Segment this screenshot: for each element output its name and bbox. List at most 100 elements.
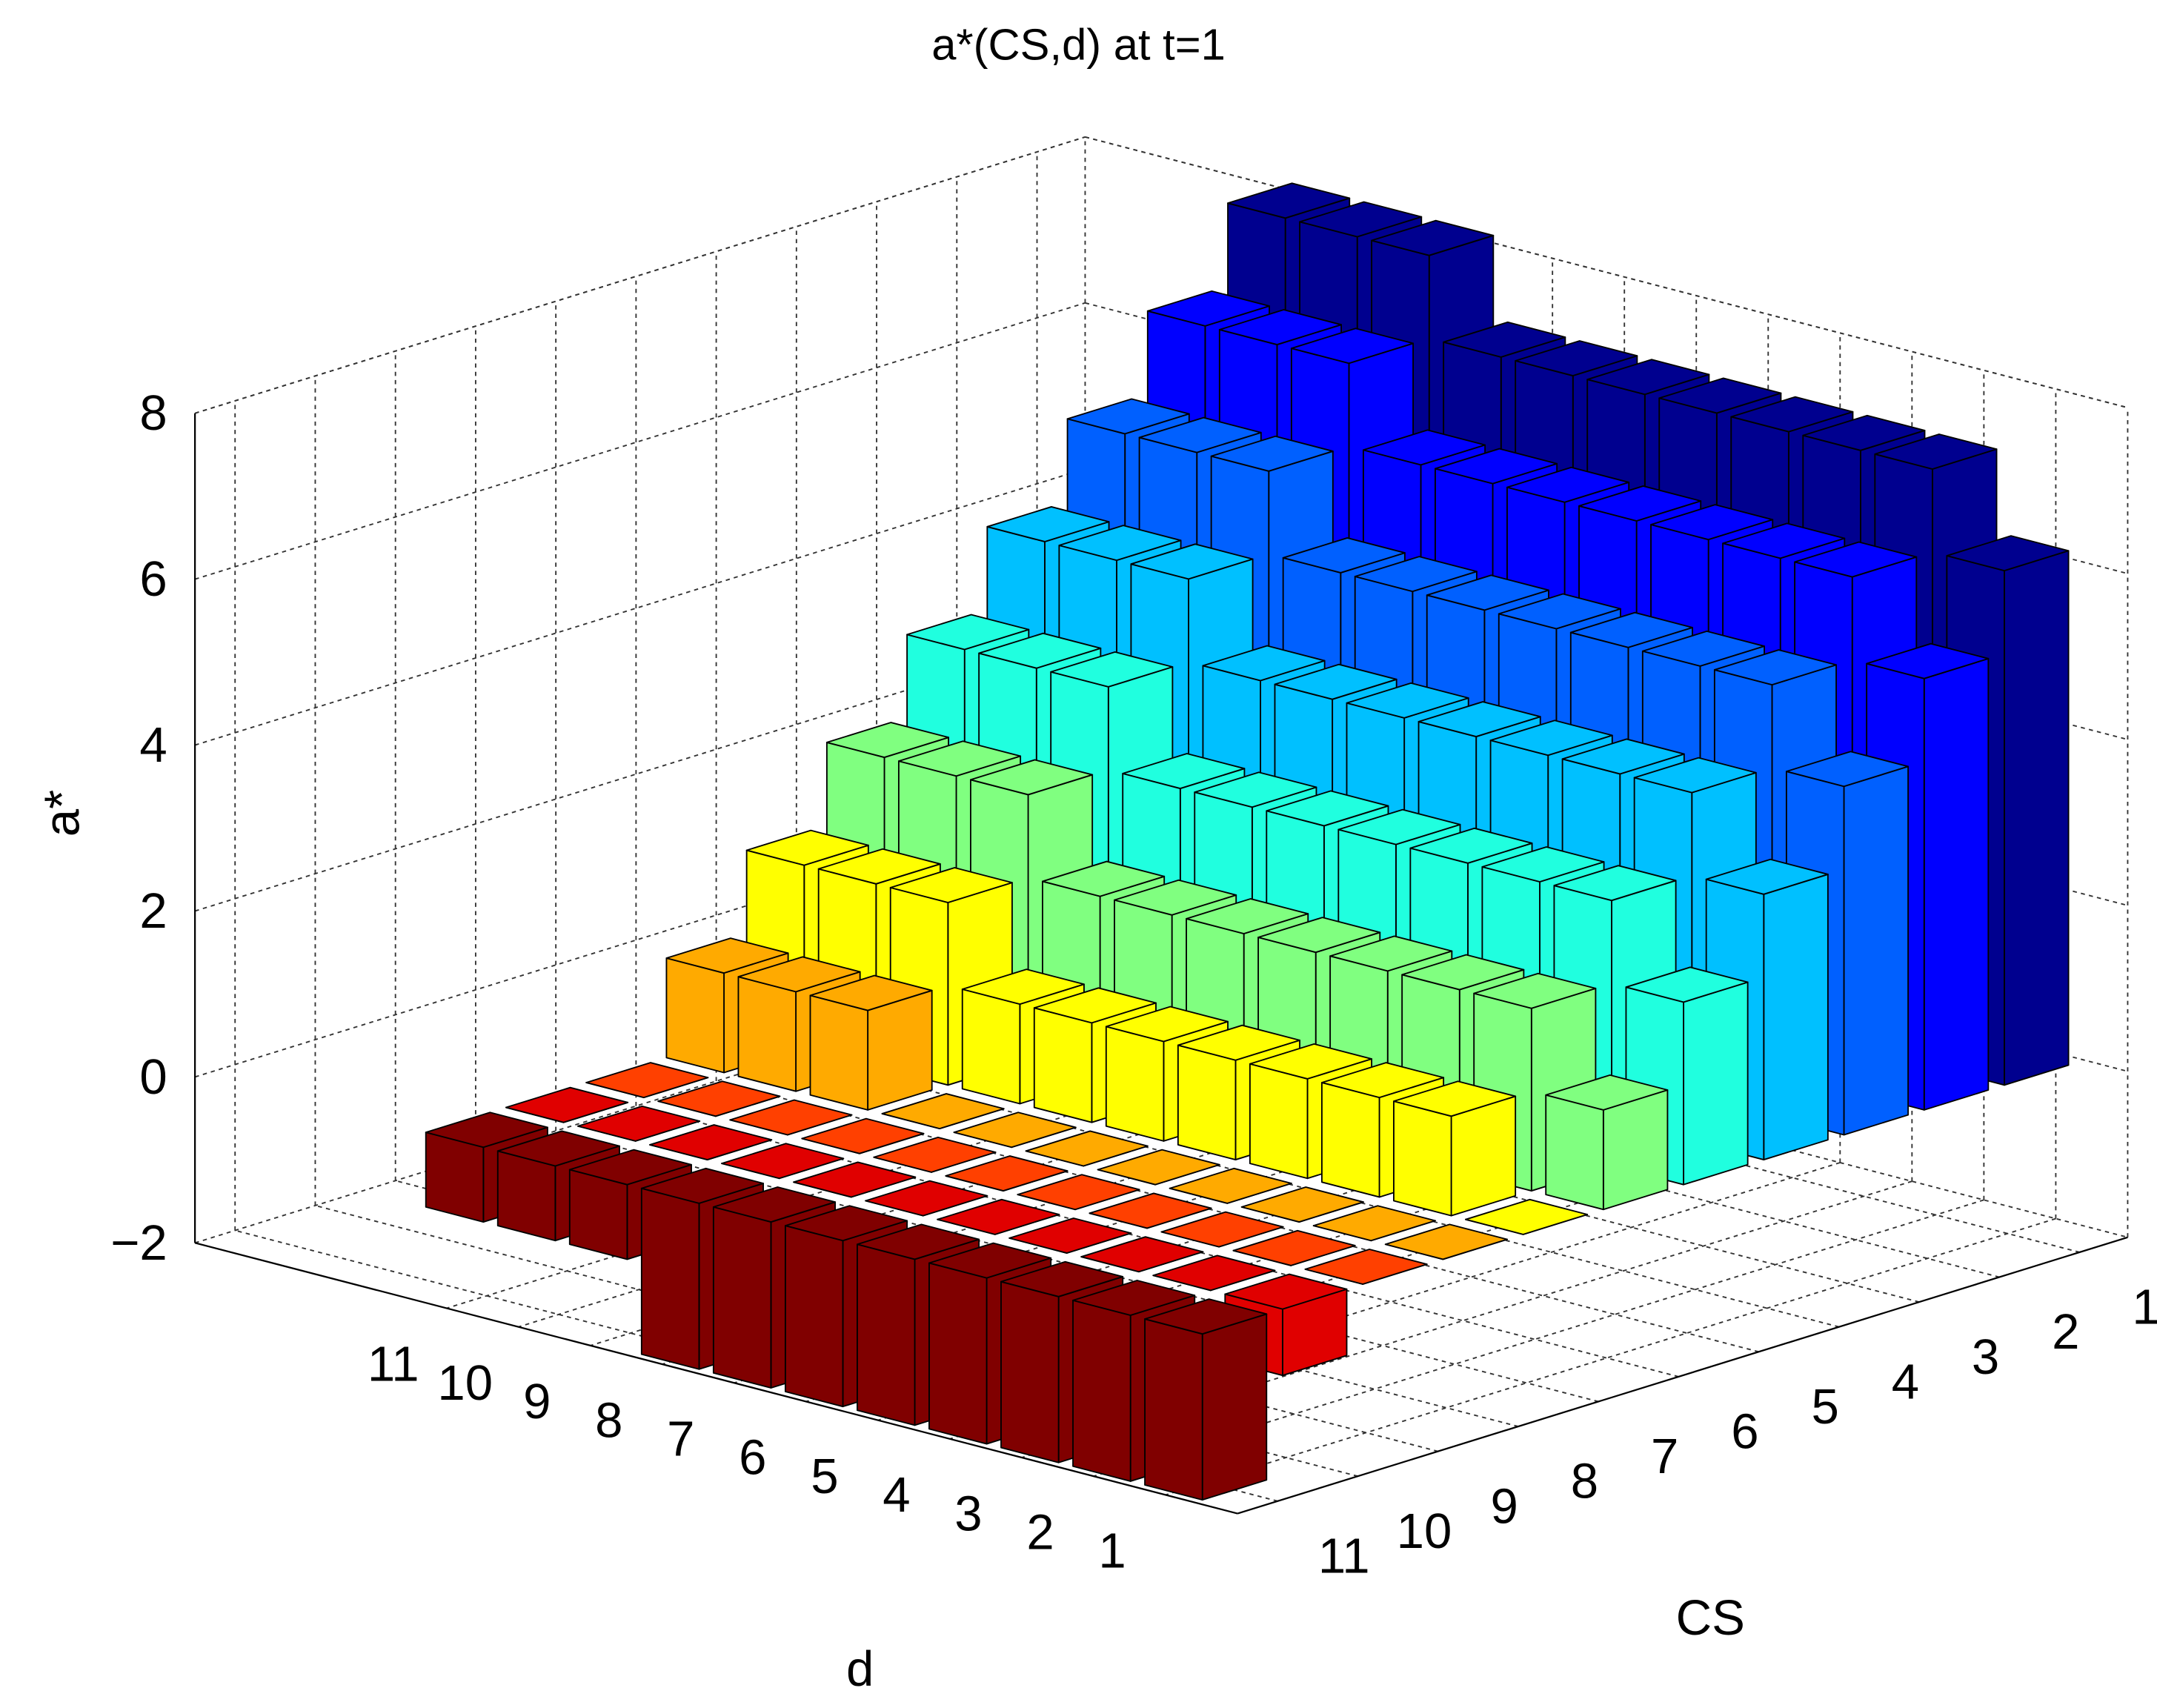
- bar-face: [1384, 1223, 1508, 1260]
- bar-face: [665, 957, 725, 1074]
- bar-face: [1802, 414, 1926, 451]
- bar-face: [1194, 771, 1317, 808]
- bar-face: [1114, 879, 1237, 916]
- bar-face: [1426, 574, 1549, 611]
- grid-line: [234, 1229, 1278, 1502]
- bar-face: [1586, 359, 1710, 396]
- bar: [1144, 1298, 1268, 1501]
- bar-face: [1201, 1313, 1268, 1501]
- bar-face: [1683, 981, 1749, 1186]
- bar-face: [953, 1111, 1077, 1149]
- y-axis-label: CS: [1676, 1590, 1745, 1646]
- x-tick-label: 5: [811, 1449, 838, 1504]
- grid-line: [1165, 1217, 2056, 1496]
- bar-face: [1033, 1007, 1093, 1123]
- grid-line: [734, 1106, 1625, 1384]
- grid-line: [1085, 136, 2128, 409]
- bar-face: [1515, 340, 1638, 376]
- bar-face: [1658, 377, 1782, 414]
- bar-face: [1000, 1260, 1124, 1297]
- z-tick-label: 4: [139, 717, 167, 773]
- bar-face: [817, 848, 941, 885]
- bar-face: [928, 1262, 988, 1445]
- bar-face: [1105, 1026, 1165, 1142]
- bar-face: [1080, 1236, 1204, 1273]
- bar-face: [1232, 1229, 1356, 1266]
- bar: [1097, 1149, 1220, 1186]
- bar-face: [505, 1086, 629, 1123]
- y-tick-label: 5: [1811, 1379, 1838, 1435]
- bar-face: [1443, 321, 1566, 358]
- bar-face: [1362, 429, 1486, 466]
- bar-face: [1146, 290, 1270, 327]
- bar-face: [1337, 808, 1461, 845]
- bar-face: [1218, 309, 1342, 345]
- bar-face: [585, 1062, 709, 1099]
- bar-face: [1274, 663, 1397, 700]
- bar-face: [1320, 1062, 1445, 1099]
- bar-face: [1473, 972, 1597, 1009]
- grid-line: [1093, 1199, 1984, 1478]
- chart-title: a*(CS,d) at t=1: [931, 19, 1226, 69]
- bar: [953, 1111, 1077, 1149]
- bar-face: [1169, 1167, 1292, 1204]
- bar-face: [568, 1169, 628, 1260]
- bar-face: [1266, 790, 1389, 827]
- y-tick-label: 7: [1651, 1429, 1678, 1484]
- bar-face: [568, 1149, 692, 1186]
- y-tick-label: 10: [1397, 1503, 1452, 1559]
- bar-face: [1050, 651, 1174, 688]
- bar: [1089, 1192, 1212, 1229]
- bar-face: [1625, 966, 1749, 1003]
- bar-face: [1249, 1063, 1309, 1180]
- y-tick-label: 3: [1972, 1329, 1999, 1385]
- grid-line: [315, 1205, 1358, 1478]
- bar-face: [801, 1117, 925, 1154]
- bar-face: [1713, 649, 1838, 686]
- bar-face: [1569, 611, 1693, 648]
- bar: [801, 1117, 925, 1154]
- bar-face: [1843, 765, 1910, 1136]
- x-tick-label: 1: [1098, 1523, 1126, 1579]
- grid-line: [194, 966, 1086, 1244]
- grid-line: [590, 1069, 1481, 1346]
- x-tick-label: 9: [523, 1374, 551, 1429]
- bar-face: [1498, 593, 1621, 630]
- y-tick-label: 9: [1491, 1478, 1518, 1534]
- grid-line: [194, 800, 1086, 1078]
- bar-face: [1401, 954, 1525, 991]
- bar-face: [1304, 1249, 1428, 1285]
- bar: [873, 1136, 997, 1173]
- x-tick-label: 4: [883, 1467, 910, 1523]
- bar: [585, 1062, 709, 1099]
- bar: [577, 1105, 701, 1142]
- bar-face: [1299, 201, 1423, 238]
- bar-face: [1450, 1095, 1517, 1217]
- y-tick-label: 1: [2132, 1280, 2157, 1335]
- grid-line: [949, 1162, 1841, 1440]
- bar-face: [1186, 898, 1309, 934]
- bar-face: [928, 1242, 1052, 1279]
- bar-face: [1008, 1217, 1132, 1254]
- bar-face: [1435, 448, 1558, 485]
- bar-face: [657, 1080, 781, 1117]
- bar-face: [1465, 1198, 1589, 1235]
- grid-line: [194, 136, 1086, 414]
- x-tick-label: 6: [739, 1430, 766, 1486]
- bar-face: [784, 1205, 908, 1242]
- bar-face: [1058, 525, 1182, 562]
- bar-face: [867, 989, 933, 1111]
- bar-face: [1282, 536, 1406, 574]
- bar-face: [1177, 1024, 1300, 1061]
- bar-face: [857, 1243, 916, 1426]
- bar-face: [745, 829, 869, 866]
- x-axis-label: d: [846, 1641, 874, 1697]
- bar-face: [1650, 504, 1774, 541]
- bar: [865, 1180, 988, 1217]
- bar: [1080, 1236, 1204, 1273]
- bar-face: [809, 994, 869, 1111]
- bar-face: [1923, 657, 1990, 1111]
- bar-face: [729, 1099, 853, 1136]
- bar-face: [1705, 858, 1829, 895]
